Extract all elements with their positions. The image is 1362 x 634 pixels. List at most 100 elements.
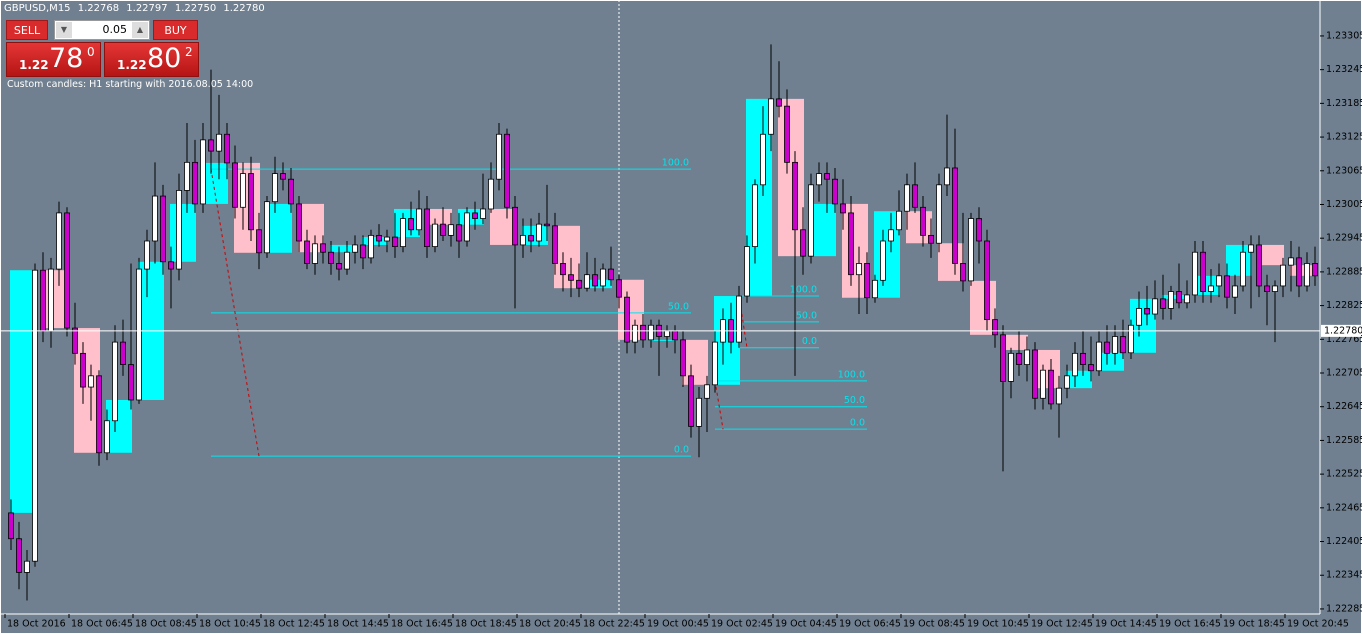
lot-up[interactable]: ▲ — [132, 22, 148, 38]
h1-candle — [554, 225, 580, 289]
y-tick-label: 1.23245 — [1326, 64, 1362, 75]
x-tick-label: 18 Oct 16:45 — [391, 619, 453, 630]
candle-body — [840, 203, 846, 214]
fib-label: 0.0 — [674, 445, 689, 456]
candle-body — [1240, 251, 1246, 287]
candle-body — [200, 139, 206, 205]
candle-body — [288, 178, 294, 205]
fib-label: 100.0 — [790, 285, 817, 296]
x-tick-label: 19 Oct 10:45 — [967, 619, 1029, 630]
h1-candle — [426, 208, 452, 225]
h1-candle — [522, 225, 548, 245]
candle-body — [808, 184, 814, 257]
h1-candle — [330, 244, 356, 253]
h1-candle — [10, 270, 36, 513]
candle-body — [1232, 285, 1238, 298]
x-tick-label: 19 Oct 12:45 — [1031, 619, 1093, 630]
candle-body — [1128, 324, 1134, 354]
candle-body — [592, 274, 598, 287]
buy-button[interactable]: BUY — [153, 20, 198, 40]
y-tick-label: 1.22825 — [1326, 300, 1362, 311]
y-tick-label: 1.23065 — [1326, 165, 1362, 176]
h1-candle — [266, 203, 292, 253]
x-tick-label: 18 Oct 14:45 — [327, 619, 389, 630]
candle-body — [24, 560, 30, 573]
candle-body — [320, 243, 326, 253]
sell-price[interactable]: 1.22 78 0 — [6, 42, 101, 77]
candle-body — [1048, 369, 1054, 405]
candle-body — [928, 234, 934, 244]
candle-body — [392, 236, 398, 248]
candle-body — [576, 279, 582, 289]
h1-candle — [746, 98, 772, 297]
candle-body — [328, 251, 334, 264]
x-tick-label: 19 Oct 14:45 — [1095, 619, 1157, 630]
y-tick-label: 1.23185 — [1326, 98, 1362, 109]
h1-candle — [234, 162, 260, 253]
candle-body — [1304, 263, 1310, 287]
h1-candle — [1002, 334, 1028, 350]
candle-body — [1256, 244, 1262, 287]
sell-sup: 0 — [87, 45, 95, 59]
candle-body — [560, 263, 566, 276]
y-tick-label: 1.23005 — [1326, 199, 1362, 210]
candle-body — [1112, 336, 1118, 354]
candle-body — [312, 243, 318, 264]
candle-body — [1096, 341, 1102, 372]
candle-body — [408, 218, 414, 231]
candle-body — [912, 184, 918, 208]
lot-value: 0.05 — [102, 23, 128, 36]
h1-candle — [1162, 294, 1188, 299]
candle-body — [784, 105, 790, 163]
candle-body — [968, 218, 974, 282]
candle-body — [80, 352, 86, 388]
h1-candle — [1290, 265, 1316, 276]
h1-candle — [586, 279, 612, 289]
candle-body — [832, 178, 838, 205]
candle-body — [1208, 285, 1214, 292]
candle-body — [1032, 349, 1038, 399]
y-tick-label: 1.22405 — [1326, 536, 1362, 547]
candle-body — [536, 223, 542, 242]
candle-body — [208, 139, 214, 152]
h1-candle — [906, 211, 932, 244]
candle-body — [896, 210, 902, 231]
candle-body — [1184, 294, 1190, 304]
candle-body — [1088, 364, 1094, 372]
candle-body — [256, 229, 262, 254]
fib-label: 0.0 — [850, 418, 865, 429]
candle-body — [32, 269, 38, 562]
candle-body — [984, 240, 990, 321]
x-tick-label: 18 Oct 20:45 — [519, 619, 581, 630]
buy-price[interactable]: 1.22 80 2 — [104, 42, 199, 77]
candle-body — [512, 206, 518, 246]
candle-body — [240, 173, 246, 208]
candle-body — [48, 268, 54, 332]
h1-candle — [298, 203, 324, 253]
candle-body — [752, 184, 758, 248]
quote-open: 1.22768 — [77, 3, 120, 14]
candle-body — [632, 324, 638, 343]
sell-button[interactable]: SELL — [6, 20, 48, 40]
x-tick-label: 18 Oct 22:45 — [583, 619, 645, 630]
h1-candle — [1098, 352, 1124, 371]
candle-body — [768, 98, 774, 135]
y-tick-label: 1.22585 — [1326, 435, 1362, 446]
candle-body — [816, 173, 822, 186]
x-tick-label: 19 Oct 18:45 — [1223, 619, 1285, 630]
lot-input[interactable]: ▼ 0.05 ▲ — [54, 20, 150, 40]
buy-sup: 2 — [185, 45, 193, 59]
lot-down[interactable]: ▼ — [56, 22, 72, 38]
fib-label: 50.0 — [668, 301, 689, 312]
candle-body — [624, 296, 630, 343]
candle-body — [368, 234, 374, 259]
candle-body — [744, 246, 750, 297]
candle-body — [1136, 308, 1142, 326]
candle-body — [40, 269, 46, 332]
candle-body — [1024, 349, 1030, 365]
candle-body — [456, 224, 462, 242]
current-price-box — [1321, 324, 1361, 337]
fib-label: 50.0 — [844, 395, 865, 406]
symbol: GBPUSD,M15 — [4, 3, 71, 14]
